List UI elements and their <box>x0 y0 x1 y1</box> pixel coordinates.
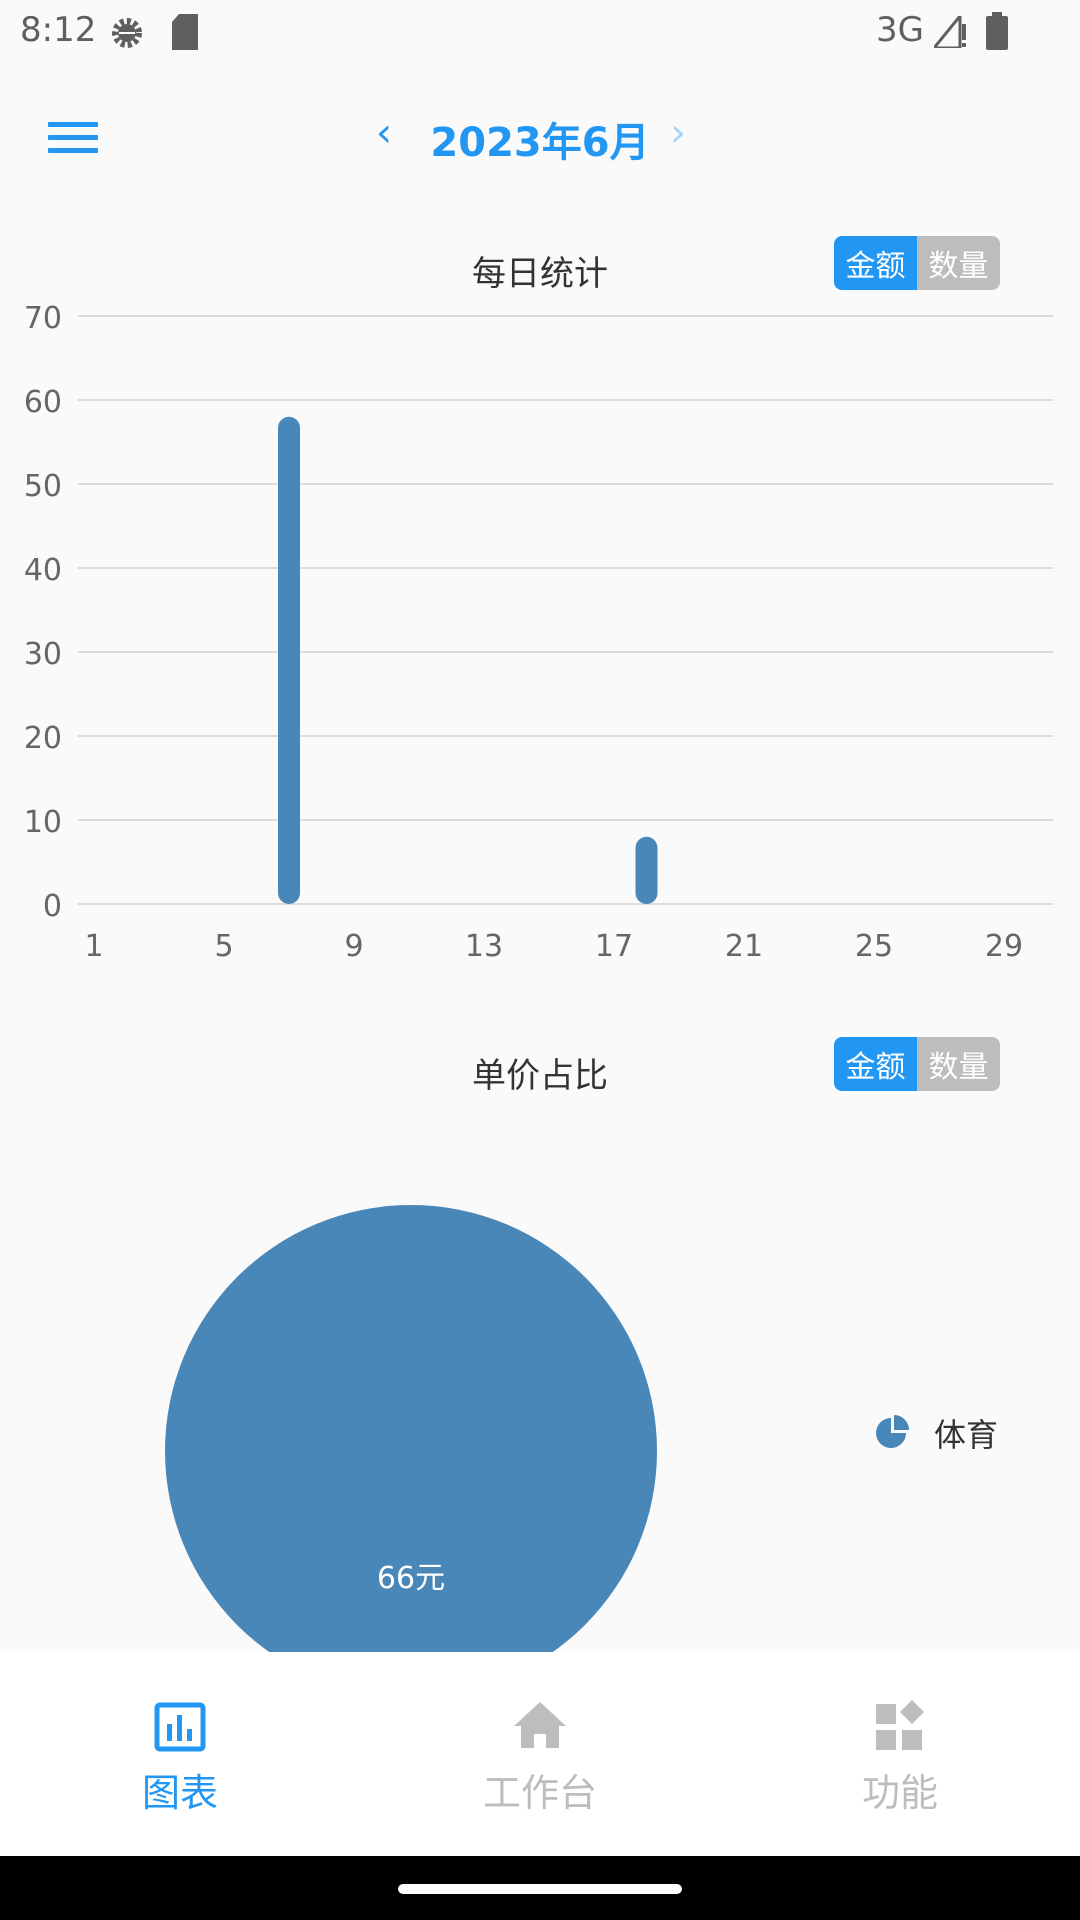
y-tick-label: 60 <box>24 385 62 420</box>
prev-month-button[interactable]: ‹ <box>376 110 392 156</box>
y-tick-label: 20 <box>24 721 62 756</box>
price-chart-title: 单价占比 <box>472 1056 608 1096</box>
month-title: 2023年6月 <box>0 110 1080 168</box>
nav-functions[interactable]: 功能 <box>720 1652 1080 1856</box>
amount-toggle[interactable]: 金额 <box>834 236 917 290</box>
pie-legend-icon <box>876 1415 909 1448</box>
nav-label: 图表 <box>141 1771 218 1815</box>
nav-charts[interactable]: 图表 <box>0 1652 360 1856</box>
bar-chart-icon <box>154 1702 206 1752</box>
y-tick-label: 50 <box>24 469 62 504</box>
status-bar: 8:12 3G <box>0 0 1080 64</box>
x-tick-label: 5 <box>214 929 233 964</box>
pie-slice-label: 66元 <box>377 1561 445 1596</box>
price-toggle[interactable]: 金额 数量 <box>834 1037 1000 1091</box>
nav-label: 工作台 <box>482 1771 597 1815</box>
quantity-toggle[interactable]: 数量 <box>917 1037 1000 1091</box>
quantity-toggle[interactable]: 数量 <box>917 236 1000 290</box>
network-type: 3G <box>876 10 924 50</box>
menu-button[interactable] <box>48 122 98 154</box>
widgets-icon <box>876 1700 924 1750</box>
y-tick-label: 10 <box>24 805 62 840</box>
home-gesture-handle[interactable] <box>398 1884 682 1894</box>
battery-icon <box>986 12 1008 50</box>
next-month-button[interactable]: › <box>670 110 686 156</box>
settings-gear-icon <box>112 18 142 48</box>
x-tick-label: 17 <box>595 929 633 964</box>
legend-item[interactable]: 体育 <box>874 1410 998 1456</box>
y-tick-label: 70 <box>24 301 62 336</box>
y-tick-label: 40 <box>24 553 62 588</box>
bar <box>278 416 300 904</box>
daily-bar-chart: 0 10 20 30 40 50 60 70 1 5 9 13 17 21 25 29 <box>24 301 1053 964</box>
pie-slice <box>165 1205 657 1652</box>
legend-label: 体育 <box>934 1416 999 1454</box>
bar <box>635 836 658 904</box>
x-tick-label: 9 <box>344 929 363 964</box>
amount-toggle[interactable]: 金额 <box>834 1037 917 1091</box>
bottom-nav: 图表 工作台 功能 <box>0 1652 1080 1856</box>
y-tick-label: 0 <box>43 889 62 924</box>
price-pie-chart: 66元 <box>165 1205 657 1652</box>
x-tick-label: 29 <box>985 929 1023 964</box>
home-icon <box>514 1702 566 1748</box>
nav-label: 功能 <box>861 1771 938 1815</box>
sd-card-icon <box>172 14 198 50</box>
month-label: 2023年6月 <box>430 120 650 166</box>
nav-workbench[interactable]: 工作台 <box>360 1652 720 1856</box>
daily-chart-title: 每日统计 <box>472 254 608 294</box>
signal-icon <box>934 16 966 48</box>
y-tick-label: 30 <box>24 637 62 672</box>
x-tick-label: 25 <box>855 929 893 964</box>
x-tick-label: 1 <box>84 929 103 964</box>
daily-toggle[interactable]: 金额 数量 <box>834 236 1000 290</box>
x-tick-label: 13 <box>465 929 503 964</box>
status-time: 8:12 <box>20 10 97 50</box>
x-tick-label: 21 <box>725 929 763 964</box>
